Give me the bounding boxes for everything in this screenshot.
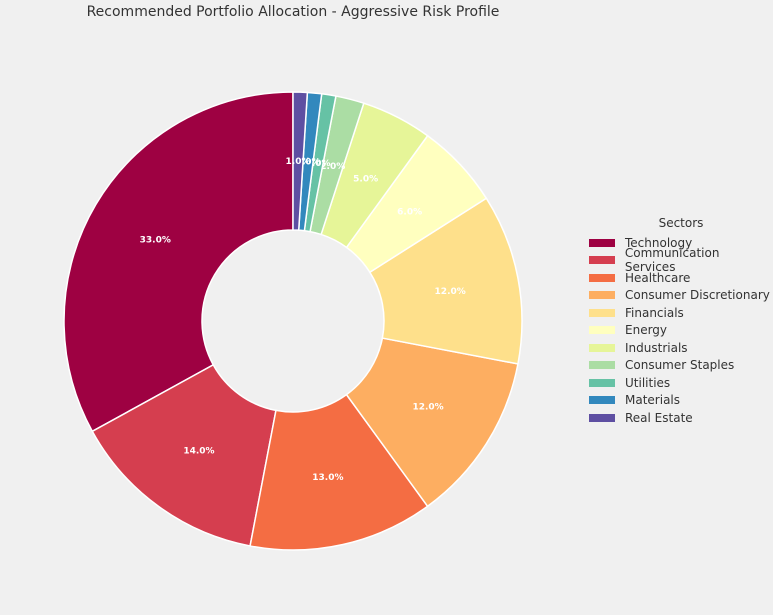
legend-swatch <box>589 291 615 300</box>
slice-consumer-discretionary <box>345 337 519 508</box>
legend-label: Industrials <box>625 340 688 355</box>
legend-swatch <box>589 343 615 352</box>
slice-financials <box>368 197 523 365</box>
legend-label: Financials <box>625 305 684 320</box>
legend-swatch <box>589 396 615 405</box>
legend-swatch <box>589 256 615 265</box>
slice-label-industrials: 5.0% <box>353 174 378 184</box>
legend-item-consumer-staples: Consumer Staples <box>589 357 773 375</box>
legend-label: Consumer Staples <box>625 358 735 373</box>
legend-item-healthcare: Healthcare <box>589 269 773 287</box>
legend-item-technology: Technology <box>589 234 773 252</box>
legend-label: Utilities <box>625 375 671 390</box>
legend-swatch <box>589 378 615 387</box>
donut-chart: 33.0%14.0%13.0%12.0%12.0%6.0%5.0%2.0%1.0… <box>63 91 523 551</box>
slice-label-real-estate: 1.0% <box>286 157 311 167</box>
legend-label: Technology <box>625 235 693 250</box>
legend-item-real-estate: Real Estate <box>589 409 773 427</box>
slice-label-technology: 33.0% <box>140 236 171 246</box>
slice-label-utilities: 1.0% <box>306 159 331 169</box>
slice-label-energy: 6.0% <box>397 207 422 217</box>
slice-communication-services <box>91 363 277 547</box>
legend-label: Energy <box>625 323 668 338</box>
slice-label-financials: 12.0% <box>435 287 466 297</box>
legend-item-materials: Materials <box>589 392 773 410</box>
legend: Sectors Technology Communication Services… <box>589 216 773 427</box>
legend-item-energy: Energy <box>589 322 773 340</box>
slice-technology <box>63 91 294 433</box>
legend-item-utilities: Utilities <box>589 374 773 392</box>
slice-label-materials: 1.0% <box>296 158 321 168</box>
legend-item-consumer-discretionary: Consumer Discretionary <box>589 287 773 305</box>
legend-label: Healthcare <box>625 270 691 285</box>
slice-healthcare <box>249 393 429 551</box>
legend-swatch <box>589 238 615 247</box>
legend-item-communication-services: Communication Services <box>589 246 773 274</box>
slice-label-communication-services: 14.0% <box>183 446 214 456</box>
legend-swatch <box>589 308 615 317</box>
legend-label: Materials <box>625 393 681 408</box>
legend-title: Sectors <box>658 216 704 230</box>
slice-label-healthcare: 13.0% <box>312 473 343 483</box>
legend-items: Technology Communication Services Healthca… <box>589 234 773 427</box>
slice-label-consumer-staples: 2.0% <box>320 162 345 172</box>
legend-label: Real Estate <box>625 410 693 425</box>
legend-swatch <box>589 273 615 282</box>
legend-label: Consumer Discretionary <box>625 288 770 303</box>
slice-real-estate <box>292 91 309 231</box>
legend-item-financials: Financials <box>589 304 773 322</box>
legend-item-industrials: Industrials <box>589 339 773 357</box>
slice-label-consumer-discretionary: 12.0% <box>412 403 443 413</box>
legend-label: Communication Services <box>624 246 720 275</box>
legend-swatch <box>589 361 615 370</box>
legend-swatch <box>589 413 615 422</box>
chart-title: Recommended Portfolio Allocation - Aggre… <box>86 4 500 20</box>
legend-swatch <box>589 326 615 335</box>
